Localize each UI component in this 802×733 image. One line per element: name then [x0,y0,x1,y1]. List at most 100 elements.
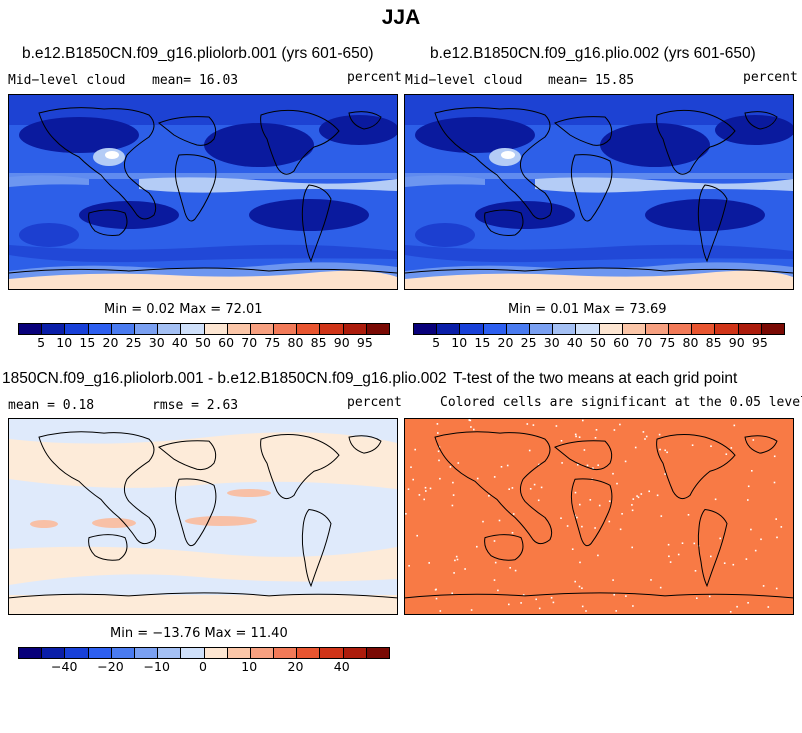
insignificant-cell [579,561,581,564]
panel1-minmax: Min = 0.02 Max = 72.01 [104,302,263,317]
insignificant-cell [658,433,661,436]
coastline-1 [159,117,216,146]
colorbar-swatch [134,648,159,658]
insignificant-cell [754,549,757,552]
coastline-2 [175,479,216,546]
coastline-7 [405,593,793,598]
insignificant-cell [582,419,584,422]
panel3-title: 1850CN.f09_g16.pliolorb.001 - b.e12.B185… [2,370,447,387]
insignificant-cell [508,488,510,490]
colorbar-tick-label: 10 [56,335,73,350]
colorbar-swatch [343,648,367,658]
panel3-rmse: rmse = 2.63 [152,398,239,413]
colorbar-tick-label: 60 [218,335,235,350]
colorbar-tick-label: 75 [264,335,281,350]
coastline-2 [175,155,216,221]
insignificant-cell [439,610,442,612]
insignificant-cell [435,597,438,600]
insignificant-cell [412,478,414,481]
panel4-map [404,418,794,615]
colorbar-swatch [65,324,89,334]
insignificant-cell [522,594,525,596]
colorbar-swatch [645,324,670,334]
insignificant-cell [780,526,783,528]
insignificant-cell [456,558,459,561]
insignificant-cell [533,483,536,486]
colorbar-swatch [274,324,298,334]
insignificant-cell [581,587,583,589]
insignificant-cell [747,602,749,604]
insignificant-cell [645,435,648,438]
coastline-0 [39,432,156,544]
colorbar-tick-label: 20 [287,659,304,674]
colorbar-swatch [227,324,251,334]
panel2-map [404,94,794,290]
colorbar-tick-label: 10 [451,335,468,350]
insignificant-cell [423,498,425,501]
insignificant-cell [747,485,750,488]
colorbar-tick-label: 30 [148,335,165,350]
panel3-colorbar-labels: −40 −20 −10 0 10 20 40 [18,659,388,675]
coastline-2 [571,155,612,221]
insignificant-cell [470,609,473,611]
insignificant-cell [681,542,684,544]
coastline-5 [485,210,523,236]
insignificant-cell [773,455,776,458]
insignificant-cell [410,466,412,468]
colorbar-tick-label: 50 [590,335,606,350]
coastline-3 [261,435,339,499]
insignificant-cell [723,562,726,564]
figure-title: JJA [381,6,421,29]
insignificant-cell [650,579,652,581]
insignificant-cell [514,569,517,572]
coastline-4 [302,185,331,261]
insignificant-cell [578,585,581,588]
colorbar-swatch [738,324,762,334]
coastline-0 [39,108,156,219]
colorbar-tick-label: 85 [310,335,327,350]
insignificant-cell [538,607,541,610]
coastline-4 [302,509,331,585]
insignificant-cell [561,462,563,464]
coastline-1 [555,441,612,470]
insignificant-cell [710,555,712,558]
insignificant-cell [660,515,663,517]
insignificant-cell [644,438,646,440]
insignificant-cell [725,453,728,455]
insignificant-cell [619,528,622,531]
insignificant-cell [594,437,597,439]
insignificant-cell [589,499,592,501]
colorbar-swatch [506,324,530,334]
insignificant-cell [566,525,569,527]
insignificant-cell [612,579,614,581]
insignificant-cell [585,610,587,612]
coastline-3 [261,110,339,174]
insignificant-cell [691,444,694,446]
colorbar-swatch [343,324,367,334]
colorbar-swatch [88,648,112,658]
insignificant-cell [434,589,437,591]
insignificant-cell [574,580,576,583]
colorbar-swatch [204,324,228,334]
insignificant-cell [597,464,599,466]
insignificant-cell [424,486,427,489]
insignificant-cell [669,561,672,563]
colorbar-tick-label: 15 [79,335,96,350]
insignificant-cell [640,493,643,495]
panel1-title: b.e12.B1850CN.f09_g16.pliolorb.001 (yrs … [22,45,374,62]
panel2-map-svg [405,95,793,289]
insignificant-cell [608,520,611,523]
insignificant-cell [476,477,479,480]
insignificant-cell [579,503,581,506]
insignificant-cell [488,495,490,497]
colorbar-swatch [19,324,43,334]
insignificant-cell [438,459,440,462]
colorbar-swatch [250,648,275,658]
colorbar-swatch [204,648,228,658]
colorbar-tick-label: 95 [356,335,373,350]
insignificant-cell [452,494,455,496]
insignificant-cell [509,567,511,569]
colorbar-tick-label: 5 [37,335,46,350]
colorbar-swatch [250,324,275,334]
insignificant-cell [451,592,453,595]
